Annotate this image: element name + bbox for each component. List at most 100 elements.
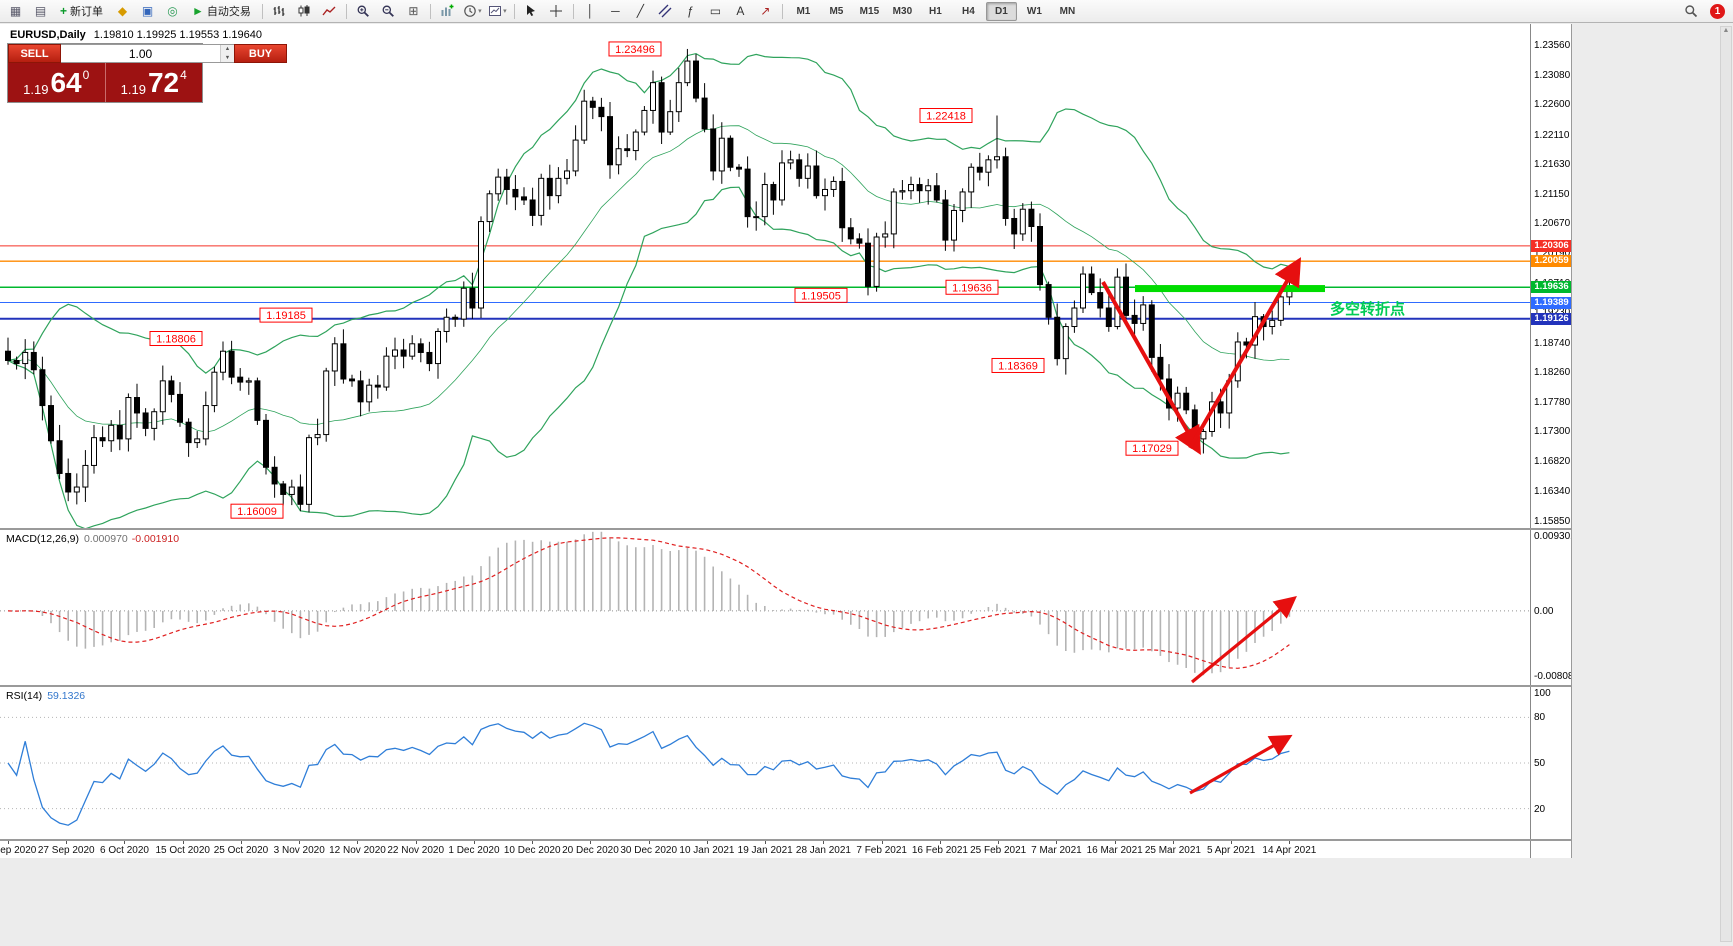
toolbar-separator: [572, 3, 574, 19]
zoom-out-icon[interactable]: [377, 1, 400, 22]
shapes-icon[interactable]: ▭: [709, 4, 722, 18]
timeframe-m30[interactable]: M30: [892, 5, 913, 17]
panel-splitter-rsi[interactable]: [0, 685, 1571, 687]
data-window-icon[interactable]: ▣: [141, 4, 154, 18]
panel-splitter-macd[interactable]: [0, 528, 1571, 530]
buy-button[interactable]: BUY: [234, 44, 287, 63]
main-chart-canvas[interactable]: 1.23496 1.22418 1.19505 1.19636 1.19185 1.188…: [0, 24, 1530, 528]
tile-windows-icon[interactable]: ⊞: [408, 4, 419, 18]
scale-label: 1.18260: [1534, 367, 1571, 379]
navigator-icon[interactable]: ◎: [167, 4, 178, 18]
time-tick: [706, 841, 708, 844]
channel-icon[interactable]: [654, 1, 677, 22]
svg-text:1.22418: 1.22418: [926, 111, 966, 123]
time-tick: [648, 841, 650, 844]
search-icon[interactable]: [1679, 1, 1702, 22]
time-tick: [532, 841, 534, 844]
bars-chart-icon[interactable]: [268, 1, 291, 22]
profiles-icon[interactable]: ▤: [34, 4, 47, 18]
scale-label: 1.21630: [1534, 159, 1571, 171]
scale-label: 1.22600: [1534, 99, 1571, 111]
scale-label: 1.16340: [1534, 485, 1571, 497]
macd-panel-canvas[interactable]: [0, 530, 1530, 685]
timeframe-w1[interactable]: W1: [1026, 5, 1042, 17]
timeframe-m15[interactable]: M15: [859, 5, 880, 17]
new-chart-icon[interactable]: ▦: [9, 4, 22, 18]
new-order-button[interactable]: + 新订单: [54, 2, 109, 21]
horizontal-line-icon[interactable]: ─: [611, 4, 620, 18]
scale-label: 1.23560: [1534, 40, 1571, 51]
one-click-trading-panel: SELL ▲ ▼ BUY 1.19 64 0 1.19: [8, 44, 287, 102]
autotrade-button[interactable]: ► 自动交易: [186, 2, 257, 21]
volume-down-icon[interactable]: ▼: [221, 53, 234, 62]
date-label: 12 Nov 2020: [329, 845, 386, 856]
date-label: 3 Nov 2020: [273, 845, 325, 856]
svg-text:1.17029: 1.17029: [1132, 443, 1172, 455]
timeframe-h1[interactable]: H1: [929, 5, 942, 17]
line-chart-icon[interactable]: [318, 1, 341, 22]
trade-controls-row: SELL ▲ ▼ BUY: [8, 44, 287, 63]
periods-icon[interactable]: ▾: [461, 1, 484, 22]
quote-display: 1.19 64 0 1.19 72 4: [8, 63, 202, 102]
templates-icon-dropdown-icon: ▾: [503, 8, 507, 15]
vertical-scrollbar[interactable]: ▲: [1720, 26, 1732, 942]
notification-badge[interactable]: 1: [1710, 3, 1725, 19]
panel-splitter-axis[interactable]: [0, 839, 1571, 841]
price-marker: 1.20306: [1531, 239, 1571, 252]
price-scale[interactable]: 1.23560 1.23080 1.22600 1.22110 1.21630 1.211…: [1530, 24, 1572, 858]
vertical-line-icon[interactable]: │: [586, 4, 595, 18]
timeframe-m1[interactable]: M1: [796, 5, 811, 17]
text-icon[interactable]: A: [736, 4, 745, 18]
chart-window[interactable]: 1.23496 1.22418 1.19505 1.19636 1.19185 1.188…: [0, 24, 1572, 858]
price-marker: 1.19636: [1531, 281, 1571, 294]
volume-spinner[interactable]: ▲ ▼: [220, 45, 234, 62]
macd-name: MACD(12,26,9): [6, 533, 79, 545]
timeframe-mn[interactable]: MN: [1059, 5, 1076, 17]
market-watch-icon[interactable]: ◆: [117, 4, 128, 18]
arrows-icon[interactable]: ↗: [760, 4, 771, 18]
scale-label: 1.17780: [1534, 396, 1571, 408]
scale-label: 50: [1534, 758, 1546, 769]
time-tick: [357, 841, 359, 844]
volume-stepper[interactable]: ▲ ▼: [61, 44, 234, 63]
svg-text:1.23496: 1.23496: [615, 44, 655, 56]
date-label: 10 Dec 2020: [503, 845, 561, 856]
toolbar-separator: [781, 3, 783, 19]
date-label: 22 Nov 2020: [387, 845, 445, 856]
time-tick: [765, 841, 767, 844]
sell-button[interactable]: SELL: [8, 44, 61, 63]
timeframe-h4[interactable]: H4: [962, 5, 975, 17]
time-tick: [473, 841, 475, 844]
autotrade-button-label: 自动交易: [206, 6, 251, 18]
timeframe-d1[interactable]: D1: [985, 1, 1017, 21]
scale-label: 1.22110: [1534, 129, 1570, 141]
scale-label: 1.16820: [1534, 456, 1571, 468]
volume-input[interactable]: [61, 45, 220, 62]
timeframe-m5[interactable]: M5: [829, 5, 844, 17]
toolbar-separator: [345, 3, 347, 19]
ask-price[interactable]: 1.19 72 4: [106, 63, 203, 102]
scale-label: 1.21150: [1534, 188, 1570, 200]
zoom-in-icon[interactable]: [352, 1, 375, 22]
trendline-icon[interactable]: ╱: [636, 4, 645, 18]
time-tick: [1114, 841, 1116, 844]
ask-big-figure: 1.19: [120, 82, 146, 97]
crosshair-icon[interactable]: [545, 1, 568, 22]
bid-price[interactable]: 1.19 64 0: [8, 63, 105, 102]
fibonacci-icon[interactable]: ƒ: [687, 4, 694, 18]
svg-text:1.19505: 1.19505: [801, 290, 841, 302]
templates-icon[interactable]: ▾: [486, 1, 509, 22]
cursor-icon[interactable]: [520, 1, 543, 22]
svg-text:1.19185: 1.19185: [266, 310, 306, 322]
date-label: 15 Oct 2020: [155, 845, 210, 856]
candles-chart-icon[interactable]: [293, 1, 316, 22]
date-label: 17 Sep 2020: [0, 845, 37, 856]
scale-label: 0.009301: [1534, 531, 1572, 542]
indicators-icon[interactable]: [436, 1, 459, 22]
rsi-panel-canvas[interactable]: [0, 687, 1530, 839]
ask-pips: 72: [147, 67, 180, 98]
volume-up-icon[interactable]: ▲: [221, 45, 234, 54]
time-tick: [1289, 841, 1291, 844]
time-tick: [881, 841, 883, 844]
